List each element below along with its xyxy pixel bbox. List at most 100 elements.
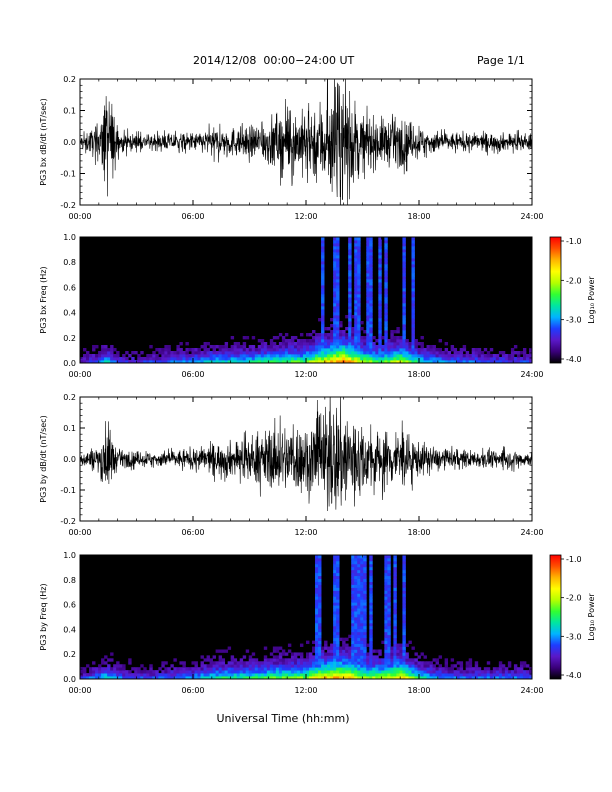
spectrogram-cell: [354, 596, 358, 600]
spectrogram-cell: [281, 342, 286, 346]
spectrogram-cell: [369, 652, 373, 656]
spectrogram-cell: [363, 670, 367, 674]
spectrogram-cell: [351, 342, 355, 346]
spectrogram-cell: [302, 345, 307, 349]
spectrogram-cell: [411, 354, 415, 358]
spectrogram-cell: [170, 360, 174, 363]
spectrogram-cell: [321, 664, 325, 668]
spectrogram-cell: [351, 339, 355, 343]
spectrogram-cell: [378, 658, 382, 662]
spectrogram-cell: [402, 300, 406, 304]
spectrogram-cell: [197, 676, 201, 679]
spectrogram-cell: [245, 676, 250, 679]
spectrogram-cell: [396, 327, 400, 331]
spectrogram-cell: [384, 637, 388, 642]
spectrogram-cell: [372, 342, 376, 346]
spectrogram-cell: [242, 655, 247, 659]
spectrogram-cell: [522, 351, 527, 355]
spectrogram-cell: [333, 360, 337, 363]
spectrogram-cell: [411, 297, 415, 301]
spectrogram-cell: [254, 664, 259, 668]
spectrogram-cell: [393, 342, 397, 346]
spectrogram-cell: [357, 560, 361, 565]
spectrogram-cell: [330, 646, 334, 650]
spectrogram-cell: [507, 664, 512, 668]
spectrogram-cell: [387, 563, 391, 568]
spectrogram-cell: [333, 560, 337, 565]
spectrogram-cell: [345, 339, 349, 343]
spectrogram-cell: [272, 670, 277, 674]
spectrogram-cell: [360, 667, 364, 671]
spectrogram-cell: [315, 360, 319, 363]
spectrogram-cell: [441, 670, 446, 674]
spectrogram-cell: [366, 252, 370, 256]
spectrogram-cell: [212, 357, 216, 361]
spectrogram-cell: [387, 670, 391, 674]
colorbar-tick-label: -4.0: [566, 355, 582, 364]
x-tick-label: 18:00: [407, 212, 430, 221]
spectrogram-cell: [221, 354, 226, 358]
spectrogram-cell: [393, 357, 397, 361]
spectrogram-cell: [489, 673, 494, 677]
spectrogram-cell: [360, 605, 364, 609]
spectrogram-cell: [360, 611, 364, 615]
spectrogram-cell: [360, 345, 364, 349]
spectrogram-cell: [194, 357, 198, 361]
spectrogram-cell: [366, 318, 370, 322]
spectrogram-cell: [263, 673, 268, 677]
spectrogram-cell: [363, 634, 367, 639]
spectrogram-cell: [336, 348, 340, 352]
spectrogram-cell: [522, 661, 527, 665]
spectrogram-cell: [489, 348, 494, 352]
spectrogram-cell: [200, 673, 204, 677]
spectrogram-cell: [354, 309, 358, 313]
spectrogram-cell: [354, 333, 358, 337]
spectrogram-cell: [191, 670, 195, 674]
spectrogram-cell: [369, 560, 373, 565]
spectrogram-cell: [393, 599, 397, 603]
spectrogram-cell: [354, 649, 358, 653]
spectrogram-cell: [173, 658, 177, 662]
spectrogram-cell: [260, 345, 265, 349]
spectrogram-cell: [281, 360, 286, 363]
spectrogram-cell: [402, 354, 406, 358]
spectrogram-cell: [89, 667, 93, 671]
spectrogram-cell: [423, 655, 427, 659]
spectrogram-cell: [209, 670, 213, 674]
spectrogram-cell: [321, 273, 325, 277]
spectrogram-cell: [330, 664, 334, 668]
spectrogram-cell: [269, 673, 274, 677]
spectrogram-cell: [342, 348, 346, 352]
colorbar-tick-label: -1.0: [566, 555, 582, 564]
spectrogram-cell: [185, 348, 189, 352]
spectrogram-cell: [357, 628, 361, 633]
spectrogram-cell: [453, 673, 458, 677]
spectrogram-cell: [113, 667, 117, 671]
spectrogram-cell: [378, 676, 382, 679]
spectrogram-cell: [468, 676, 473, 679]
spectrogram-cell: [128, 658, 132, 662]
spectrogram-cell: [315, 566, 319, 571]
spectrogram-cell: [230, 348, 235, 352]
spectrogram-cell: [402, 619, 406, 624]
spectrogram-cell: [95, 345, 99, 349]
spectrogram-cell: [504, 676, 509, 679]
spectrogram-cell: [104, 670, 108, 674]
spectrogram-cell: [360, 664, 364, 668]
spectrogram-cell: [318, 670, 322, 674]
spectrogram-cell: [447, 673, 452, 677]
spectrogram-cell: [110, 351, 114, 355]
spectrogram-cell: [369, 279, 373, 283]
spectrogram-cell: [411, 318, 415, 322]
spectrogram-cell: [393, 590, 397, 594]
spectrogram-cell: [354, 264, 358, 268]
spectrogram-cell: [360, 646, 364, 650]
spectrogram-cell: [408, 664, 412, 668]
spectrogram-cell: [411, 279, 415, 283]
spectrogram-cell: [86, 357, 90, 361]
spectrogram-cell: [324, 646, 328, 650]
spectrogram-cell: [230, 345, 235, 349]
spectrogram-cell: [354, 578, 358, 582]
spectrogram-cell: [363, 599, 367, 603]
spectrogram-cell: [357, 637, 361, 642]
